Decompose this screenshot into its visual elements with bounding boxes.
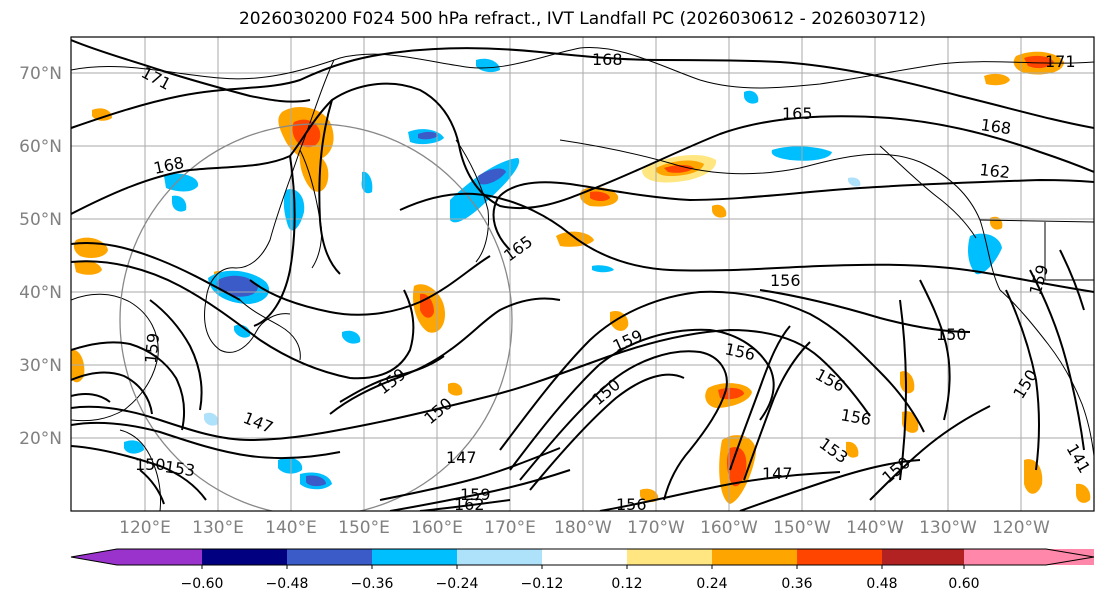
colorbar-segment bbox=[287, 549, 372, 565]
lat-label: 20°N bbox=[19, 429, 62, 449]
lon-label: 130°W bbox=[919, 518, 977, 538]
anomaly-patch-blue bbox=[234, 324, 251, 338]
lon-label: 150°E bbox=[338, 518, 390, 538]
plot-frame bbox=[70, 36, 1095, 512]
anomaly-patch-lightblue bbox=[848, 177, 861, 187]
anomaly-patch-orange bbox=[900, 371, 915, 394]
anomaly-patch-blue bbox=[172, 195, 187, 212]
anomaly-patch-blue bbox=[342, 330, 361, 344]
lat-label: 30°N bbox=[19, 356, 62, 376]
anomaly-patch-orange bbox=[1076, 483, 1091, 503]
colorbar-tick-label: 0.60 bbox=[948, 576, 979, 592]
anomaly-patch-darkblue bbox=[478, 168, 506, 185]
lon-label: 120°W bbox=[992, 518, 1050, 538]
landfall-radius-circle bbox=[119, 123, 513, 511]
colorbar-tick-label: −0.60 bbox=[181, 576, 224, 592]
anomaly-patch-darkblue bbox=[418, 131, 438, 140]
contour-label: 162 bbox=[454, 495, 485, 514]
colorbar-tick-label: 0.24 bbox=[696, 576, 727, 592]
anomaly-patch-blue bbox=[124, 440, 144, 454]
contour-label: 168 bbox=[592, 50, 623, 69]
anomaly-patch-orange bbox=[712, 204, 727, 218]
contour-label: 147 bbox=[762, 464, 793, 483]
colorbar-tick-label: −0.24 bbox=[436, 576, 479, 592]
colorbar-tick-label: −0.12 bbox=[521, 576, 564, 592]
colorbar-segment bbox=[627, 549, 712, 565]
lon-label: 140°W bbox=[846, 518, 904, 538]
anomaly-patch-orange bbox=[92, 108, 112, 121]
lon-label: 150°W bbox=[773, 518, 831, 538]
anomaly-patch-darkblue bbox=[306, 475, 326, 487]
anomaly-patch-blue bbox=[592, 265, 614, 273]
colorbar-extend-low bbox=[71, 549, 117, 565]
colorbar-segment bbox=[372, 549, 457, 565]
contour-label: 162 bbox=[979, 160, 1011, 182]
lat-label: 40°N bbox=[19, 283, 62, 303]
anomaly-patch-orange bbox=[74, 260, 102, 275]
colorbar-extend-high bbox=[964, 549, 1094, 565]
anomaly-patch-orange bbox=[556, 231, 594, 247]
colorbar-tick-label: −0.48 bbox=[266, 576, 309, 592]
colorbar-tick-label: 0.12 bbox=[611, 576, 642, 592]
height-contours bbox=[71, 39, 1094, 511]
longitude-axis: 120°E 130°E 140°E 150°E 160°E 170°E 180°… bbox=[119, 518, 1050, 538]
colorbar-tick-label: 0.48 bbox=[866, 576, 897, 592]
colorbar-segment bbox=[882, 549, 964, 565]
anomaly-patch-blue bbox=[476, 58, 500, 73]
colorbar-tick-label: 0.36 bbox=[781, 576, 812, 592]
lat-label: 60°N bbox=[19, 137, 62, 157]
colorbar-segment bbox=[797, 549, 882, 565]
contour-label: 171 bbox=[1045, 52, 1076, 71]
colorbar-segment bbox=[457, 549, 542, 565]
anomaly-patch-orange bbox=[846, 441, 859, 458]
lon-label: 170°W bbox=[627, 518, 685, 538]
contour-label: 150 bbox=[135, 455, 166, 474]
anomaly-patch-orange bbox=[71, 349, 85, 383]
anomaly-patch-red bbox=[590, 191, 610, 201]
contour-label: 156 bbox=[770, 271, 801, 290]
anomaly-patch-orange bbox=[1024, 459, 1043, 494]
anomaly-patch-red bbox=[727, 447, 747, 487]
colorbar-tick-label: −0.36 bbox=[351, 576, 394, 592]
anomaly-patch-orange bbox=[448, 382, 463, 396]
colorbar-segment bbox=[712, 549, 797, 565]
contour-label: 159 bbox=[141, 332, 163, 364]
colorbar-segment bbox=[542, 549, 627, 565]
anomaly-patch-lightblue bbox=[204, 412, 219, 426]
map-title: 2026030200 F024 500 hPa refract., IVT La… bbox=[238, 9, 926, 29]
anomaly-patch-blue bbox=[278, 457, 303, 474]
lat-label: 50°N bbox=[19, 210, 62, 230]
lon-label: 160°E bbox=[411, 518, 463, 538]
contour-label: 150 bbox=[936, 325, 967, 344]
colorbar-segment bbox=[202, 549, 287, 565]
lat-label: 70°N bbox=[19, 64, 62, 84]
latitude-axis: 70°N 60°N 50°N 40°N 30°N 20°N bbox=[19, 64, 62, 449]
contour-label: 147 bbox=[446, 448, 477, 467]
anomaly-patch-blue bbox=[968, 233, 1002, 275]
anomaly-patch-red bbox=[664, 165, 694, 173]
lon-label: 120°E bbox=[119, 518, 171, 538]
lon-label: 130°E bbox=[192, 518, 244, 538]
contour-label: 159 bbox=[460, 485, 491, 504]
contour-label: 165 bbox=[782, 104, 813, 123]
anomaly-patch-blue bbox=[744, 90, 759, 104]
contour-label: 153 bbox=[163, 457, 196, 480]
contour-label: 168 bbox=[979, 115, 1012, 138]
anomaly-patch-orange bbox=[984, 73, 1010, 86]
lon-label: 180°W bbox=[554, 518, 612, 538]
anomaly-patch-orange bbox=[640, 488, 659, 503]
lon-label: 160°W bbox=[700, 518, 758, 538]
graticule bbox=[71, 37, 1094, 511]
lon-label: 170°E bbox=[484, 518, 536, 538]
contour-label: 156 bbox=[616, 495, 647, 514]
lon-label: 140°E bbox=[265, 518, 317, 538]
anomaly-patch-red bbox=[1024, 55, 1054, 69]
colorbar: −0.60 −0.48 −0.36 −0.24 −0.12 0.12 0.24 … bbox=[70, 548, 1095, 592]
anomaly-patch-darkblue bbox=[216, 275, 258, 297]
colorbar-segment bbox=[117, 549, 202, 565]
